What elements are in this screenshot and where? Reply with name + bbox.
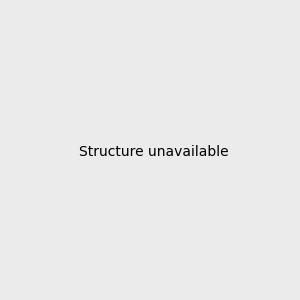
Text: Structure unavailable: Structure unavailable — [79, 145, 229, 158]
